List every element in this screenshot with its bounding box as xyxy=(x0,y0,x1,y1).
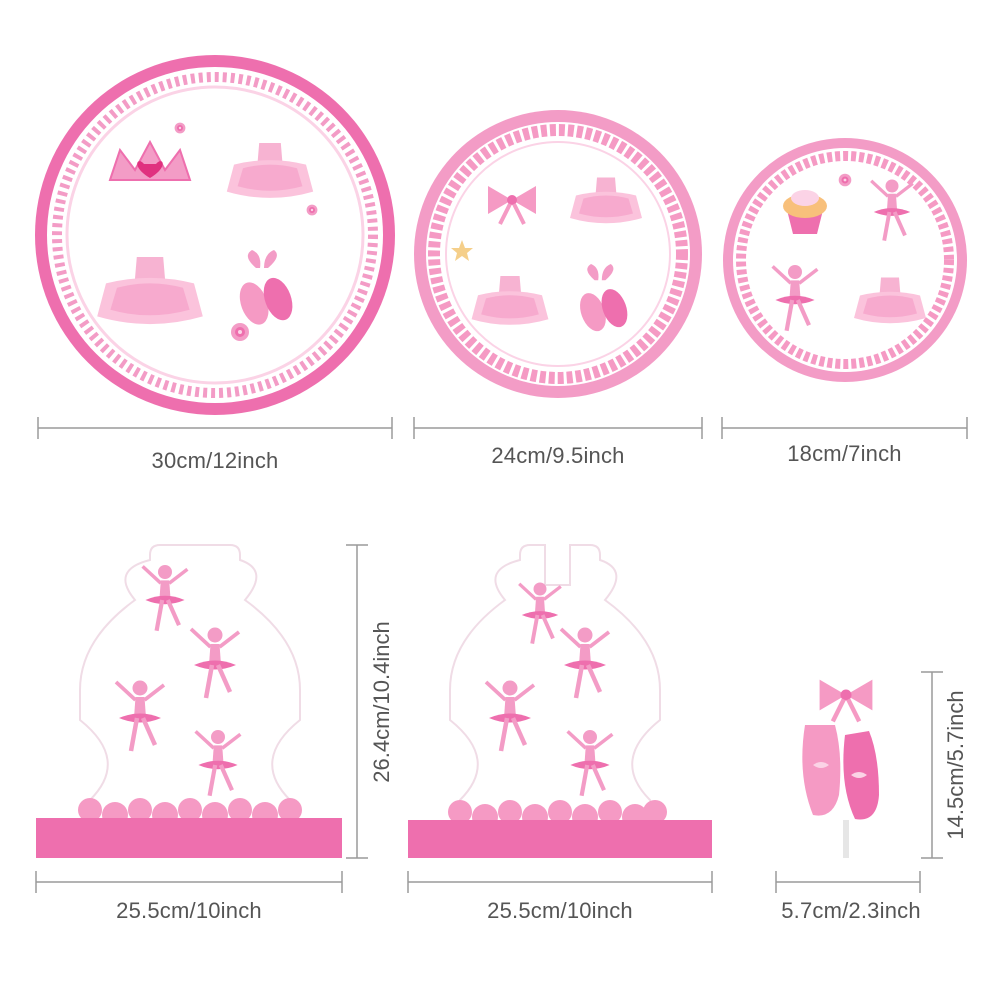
plate-small-size-label: 18cm/7inch xyxy=(787,441,902,466)
plate-large xyxy=(35,55,395,415)
ballet-shoes-icon xyxy=(802,725,879,820)
centerpiece-right-width-label: 25.5cm/10inch xyxy=(487,898,633,923)
centerpiece-left xyxy=(36,544,342,858)
tiara-icon xyxy=(108,139,192,181)
dimension-line-centerpiece-height xyxy=(346,544,368,859)
centerpiece-height-label: 26.4cm/10.4inch xyxy=(369,621,394,783)
bow-icon xyxy=(820,680,873,722)
plate-medium xyxy=(414,110,702,398)
plate-large-size-label: 30cm/12inch xyxy=(151,448,279,473)
dimension-lines-top xyxy=(37,417,968,439)
topper-height-label: 14.5cm/5.7inch xyxy=(943,690,968,840)
topper xyxy=(802,680,879,858)
centerpiece-right xyxy=(408,544,712,858)
dimension-lines-bottom xyxy=(35,871,921,893)
rose-icon xyxy=(231,323,249,341)
plate-medium-size-label: 24cm/9.5inch xyxy=(491,443,625,468)
topper-width-label: 5.7cm/2.3inch xyxy=(781,898,921,923)
dimension-line-topper-height xyxy=(921,671,943,859)
cupcake-icon xyxy=(783,190,827,234)
plate-small xyxy=(723,138,967,382)
centerpiece-left-width-label: 25.5cm/10inch xyxy=(116,898,262,923)
